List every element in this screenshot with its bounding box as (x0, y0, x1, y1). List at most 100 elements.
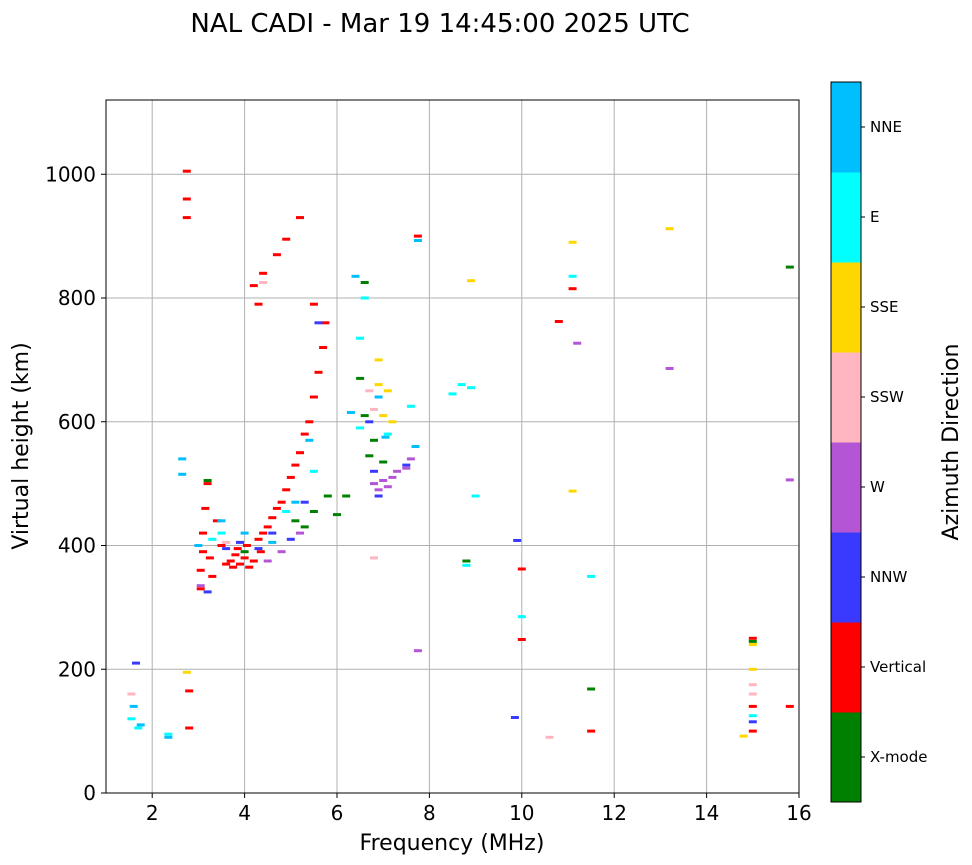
colorbar-segment (831, 712, 861, 803)
data-point-vertical (263, 525, 272, 529)
data-point-e (208, 537, 217, 541)
data-point-nnw (236, 540, 244, 544)
data-point-vertical (286, 475, 295, 479)
data-point-nnw (268, 531, 277, 535)
x-tick-label: 2 (146, 801, 159, 825)
data-point-vertical (185, 689, 194, 693)
data-point-sse (388, 420, 397, 424)
data-point-nne (291, 500, 300, 504)
data-point-w (393, 469, 402, 473)
data-point-x-mode (365, 454, 374, 458)
colorbar-tick-label: SSE (870, 298, 899, 316)
data-point-e (748, 714, 757, 718)
data-point-nnw (222, 547, 231, 551)
data-point-sse (748, 643, 757, 646)
colorbar-label: Azimuth Direction (939, 343, 964, 540)
data-point-vertical (413, 234, 422, 238)
data-point-x-mode (462, 559, 471, 563)
x-axis-label: Frequency (MHz) (360, 831, 545, 856)
data-point-ssw (370, 556, 378, 560)
data-point-nnw (300, 500, 309, 504)
data-point-vertical (268, 516, 277, 520)
data-point-e (356, 426, 365, 430)
plot-frame (105, 99, 800, 794)
data-point-vertical (272, 253, 281, 257)
colorbar-segment (831, 352, 861, 443)
data-point-e (467, 386, 475, 390)
colorbar-tick-label: SSW (870, 388, 904, 406)
data-point-e (568, 274, 577, 278)
x-tick-label: 8 (423, 801, 436, 825)
colorbar-tick-label: X-mode (870, 748, 927, 766)
axis-ticks: 2 4 6 8 10 12 14 16 0 200 400 600 800 1000 (45, 162, 812, 825)
data-point-vertical (242, 544, 251, 547)
data-point-x-mode (203, 479, 212, 482)
colorbar: X-mode Vertical NNW W SSW SSE E NNE (830, 81, 927, 803)
data-point-nnw (286, 537, 295, 541)
data-point-nne (268, 540, 277, 544)
data-point-nnw (314, 321, 323, 325)
colorbar-tick-label: E (870, 208, 879, 226)
data-point-e (448, 392, 457, 396)
data-point-x-mode (333, 513, 341, 517)
data-point-vertical (182, 197, 191, 201)
data-point-vertical (259, 531, 268, 535)
data-point-vertical (226, 559, 235, 563)
data-point-e (217, 531, 226, 535)
data-point-nne (381, 435, 390, 439)
data-point-sse (374, 383, 383, 387)
data-point-nne (129, 704, 138, 708)
x-tick-label: 12 (601, 801, 626, 825)
data-point-x-mode (360, 281, 369, 284)
data-point-x-mode (356, 376, 365, 380)
data-point-vertical (254, 302, 263, 306)
data-point-x-mode (360, 414, 369, 418)
x-tick-label: 10 (509, 801, 534, 825)
data-point-e (282, 510, 291, 513)
data-point-vertical (245, 565, 254, 569)
data-point-x-mode (748, 639, 757, 643)
data-point-w (374, 488, 383, 492)
data-point-nnw (203, 590, 212, 594)
data-point-nnw (510, 716, 519, 719)
data-point-x-mode (379, 460, 388, 464)
data-points (127, 169, 794, 739)
data-point-w (406, 457, 415, 461)
data-point-w (370, 482, 378, 486)
data-point-e (309, 469, 318, 473)
data-point-nne (305, 438, 314, 442)
y-tick-label: 1000 (45, 162, 96, 186)
colorbar-tick-label: Vertical (870, 658, 926, 676)
data-point-w (573, 341, 582, 345)
data-point-sse (739, 734, 748, 738)
data-point-vertical (205, 556, 214, 560)
data-point-w (277, 550, 286, 554)
colorbar-tick-label: W (870, 478, 885, 496)
data-point-ssw (127, 692, 136, 696)
data-point-vertical (231, 553, 240, 557)
data-point-w (402, 466, 411, 470)
data-point-vertical (196, 587, 205, 591)
data-point-sse (182, 670, 191, 674)
grid-lines (106, 100, 800, 794)
data-point-vertical (587, 729, 596, 733)
data-point-vertical (208, 574, 217, 578)
data-point-x-mode (300, 525, 309, 529)
data-point-nnw (402, 463, 411, 467)
y-tick-label: 400 (58, 534, 96, 558)
y-tick-label: 200 (58, 657, 96, 681)
data-point-e (462, 563, 471, 567)
data-point-w (383, 485, 392, 489)
y-axis-label: Virtual height (km) (9, 342, 34, 549)
colorbar-segment (831, 622, 861, 713)
data-point-vertical (217, 544, 226, 547)
data-point-vertical (300, 432, 309, 436)
data-point-e (360, 296, 369, 300)
data-point-sse (379, 414, 388, 418)
data-point-vertical (185, 726, 194, 730)
data-point-w (296, 531, 304, 535)
colorbar-segment (831, 532, 861, 623)
data-point-nnw (132, 661, 140, 665)
data-point-e (383, 432, 392, 436)
